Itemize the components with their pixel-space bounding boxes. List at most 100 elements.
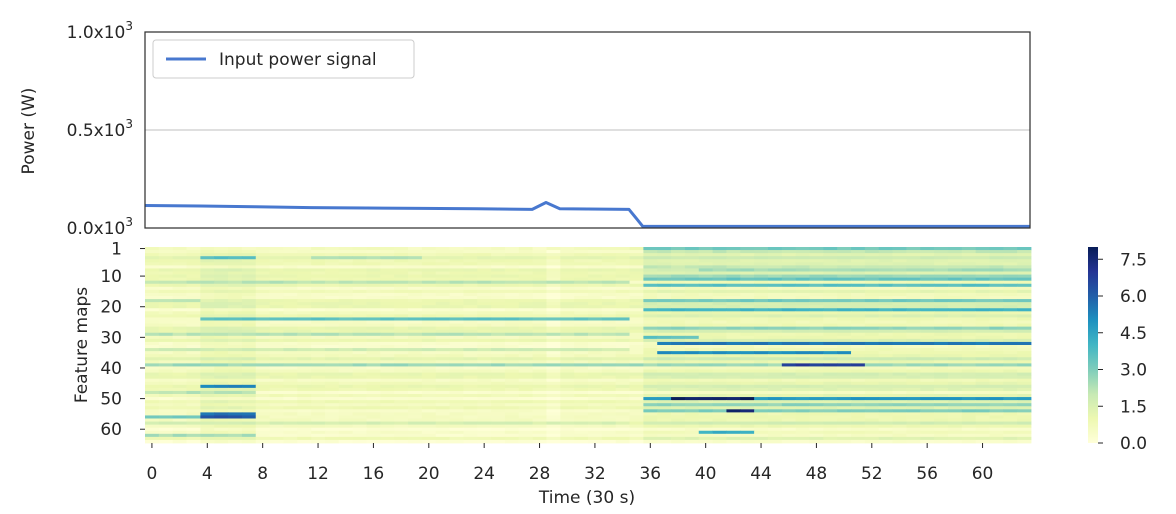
heatmap-cell xyxy=(851,375,866,380)
heatmap-cell xyxy=(283,381,298,386)
heatmap-cell xyxy=(394,433,409,438)
heatmap-cell xyxy=(684,299,700,303)
heatmap-cell xyxy=(366,338,381,343)
heatmap-cell xyxy=(241,415,257,419)
heatmap-cell xyxy=(269,286,284,291)
heatmap-cell xyxy=(283,326,298,331)
heatmap-cell xyxy=(823,247,838,251)
heatmap-cell xyxy=(934,332,949,337)
heatmap-cell xyxy=(546,247,561,251)
heatmap-cell xyxy=(172,280,187,285)
heatmap-cell xyxy=(588,348,603,352)
heatmap-cell xyxy=(269,302,284,306)
heatmap-cell xyxy=(740,335,755,340)
heatmap-cell xyxy=(186,372,201,377)
heatmap-cell xyxy=(145,262,160,266)
heatmap-cell xyxy=(449,250,464,254)
heatmap-cell xyxy=(961,292,977,297)
heatmap-cell xyxy=(781,390,797,395)
heatmap-cell xyxy=(975,363,990,367)
heatmap-cell xyxy=(823,384,838,389)
heatmap-cell xyxy=(767,271,783,275)
heatmap-cell xyxy=(241,372,257,377)
heatmap-cell xyxy=(934,338,949,343)
heatmap-cell xyxy=(186,409,201,413)
heatmap-cell xyxy=(214,397,229,401)
heatmap-cell xyxy=(228,283,243,288)
heatmap-cell xyxy=(380,259,395,263)
heatmap-cell xyxy=(1017,375,1032,380)
heatmap-cell xyxy=(837,256,852,260)
heatmap-cell xyxy=(615,302,630,306)
heatmap-cell xyxy=(421,372,437,377)
heatmap-cell xyxy=(906,406,921,410)
heatmap-cell xyxy=(767,283,783,288)
heatmap-cell xyxy=(214,268,229,272)
heatmap-cell xyxy=(698,323,713,328)
heatmap-cell xyxy=(560,369,575,373)
heatmap-cell xyxy=(449,348,464,352)
heatmap-cell xyxy=(712,259,727,263)
heatmap-cell xyxy=(643,320,658,324)
heatmap-cell xyxy=(795,390,810,395)
heatmap-cell xyxy=(657,317,672,321)
heatmap-cell xyxy=(477,381,492,386)
heatmap-cell xyxy=(574,354,589,358)
heatmap-cell xyxy=(394,348,409,352)
heatmap-cell xyxy=(615,274,630,279)
heatmap-cell xyxy=(172,409,187,413)
heatmap-cell xyxy=(947,430,963,435)
heatmap-cell xyxy=(837,345,852,349)
heatmap-cell xyxy=(311,366,326,370)
heatmap-y-tick-label: 60 xyxy=(100,420,122,440)
heatmap-cell xyxy=(712,256,727,260)
heatmap-cell xyxy=(629,299,644,303)
heatmap-cell xyxy=(975,271,990,275)
heatmap-cell xyxy=(408,323,423,328)
heatmap-cell xyxy=(947,265,963,269)
heatmap-cell xyxy=(504,323,520,328)
heatmap-cell xyxy=(546,394,561,398)
heatmap-cell xyxy=(214,277,229,282)
heatmap-cell xyxy=(421,341,437,346)
heatmap-cell xyxy=(712,436,727,441)
heatmap-cell xyxy=(338,283,354,288)
heatmap-cell xyxy=(1017,360,1032,364)
heatmap-cell xyxy=(186,259,201,263)
heatmap-cell xyxy=(629,366,644,370)
heatmap-cell xyxy=(214,259,229,263)
heatmap-cell xyxy=(698,305,713,309)
heatmap-cell xyxy=(947,271,963,275)
heatmap-cell xyxy=(574,320,589,324)
heatmap-cell xyxy=(795,397,810,401)
heatmap-cell xyxy=(754,387,769,392)
heatmap-cell xyxy=(380,375,395,380)
heatmap-cell xyxy=(491,268,506,272)
heatmap-cell xyxy=(698,314,713,318)
heatmap-cell xyxy=(214,329,229,334)
heatmap-cell xyxy=(214,415,229,419)
heatmap-cell xyxy=(878,418,893,422)
heatmap-cell xyxy=(311,247,326,251)
heatmap-cell xyxy=(671,357,686,361)
heatmap-cell xyxy=(1003,400,1018,404)
heatmap-cell xyxy=(408,299,423,303)
heatmap-cell xyxy=(214,381,229,386)
heatmap-cell xyxy=(518,348,534,352)
heatmap-cell xyxy=(491,363,506,367)
heatmap-cell xyxy=(601,406,617,410)
heatmap-cell xyxy=(228,369,243,373)
heatmap-cell xyxy=(712,311,727,315)
heatmap-cell xyxy=(255,299,270,303)
heatmap-cell xyxy=(463,415,478,419)
heatmap-cell xyxy=(532,424,547,429)
heatmap-cell xyxy=(961,271,977,275)
heatmap-cell xyxy=(394,372,409,377)
heatmap-cell xyxy=(878,286,893,291)
heatmap-cell xyxy=(601,259,617,263)
heatmap-cell xyxy=(449,378,464,383)
heatmap-cell xyxy=(754,351,769,355)
heatmap-cell xyxy=(1003,427,1018,432)
heatmap-cell xyxy=(463,378,478,383)
heatmap-cell xyxy=(934,403,949,407)
